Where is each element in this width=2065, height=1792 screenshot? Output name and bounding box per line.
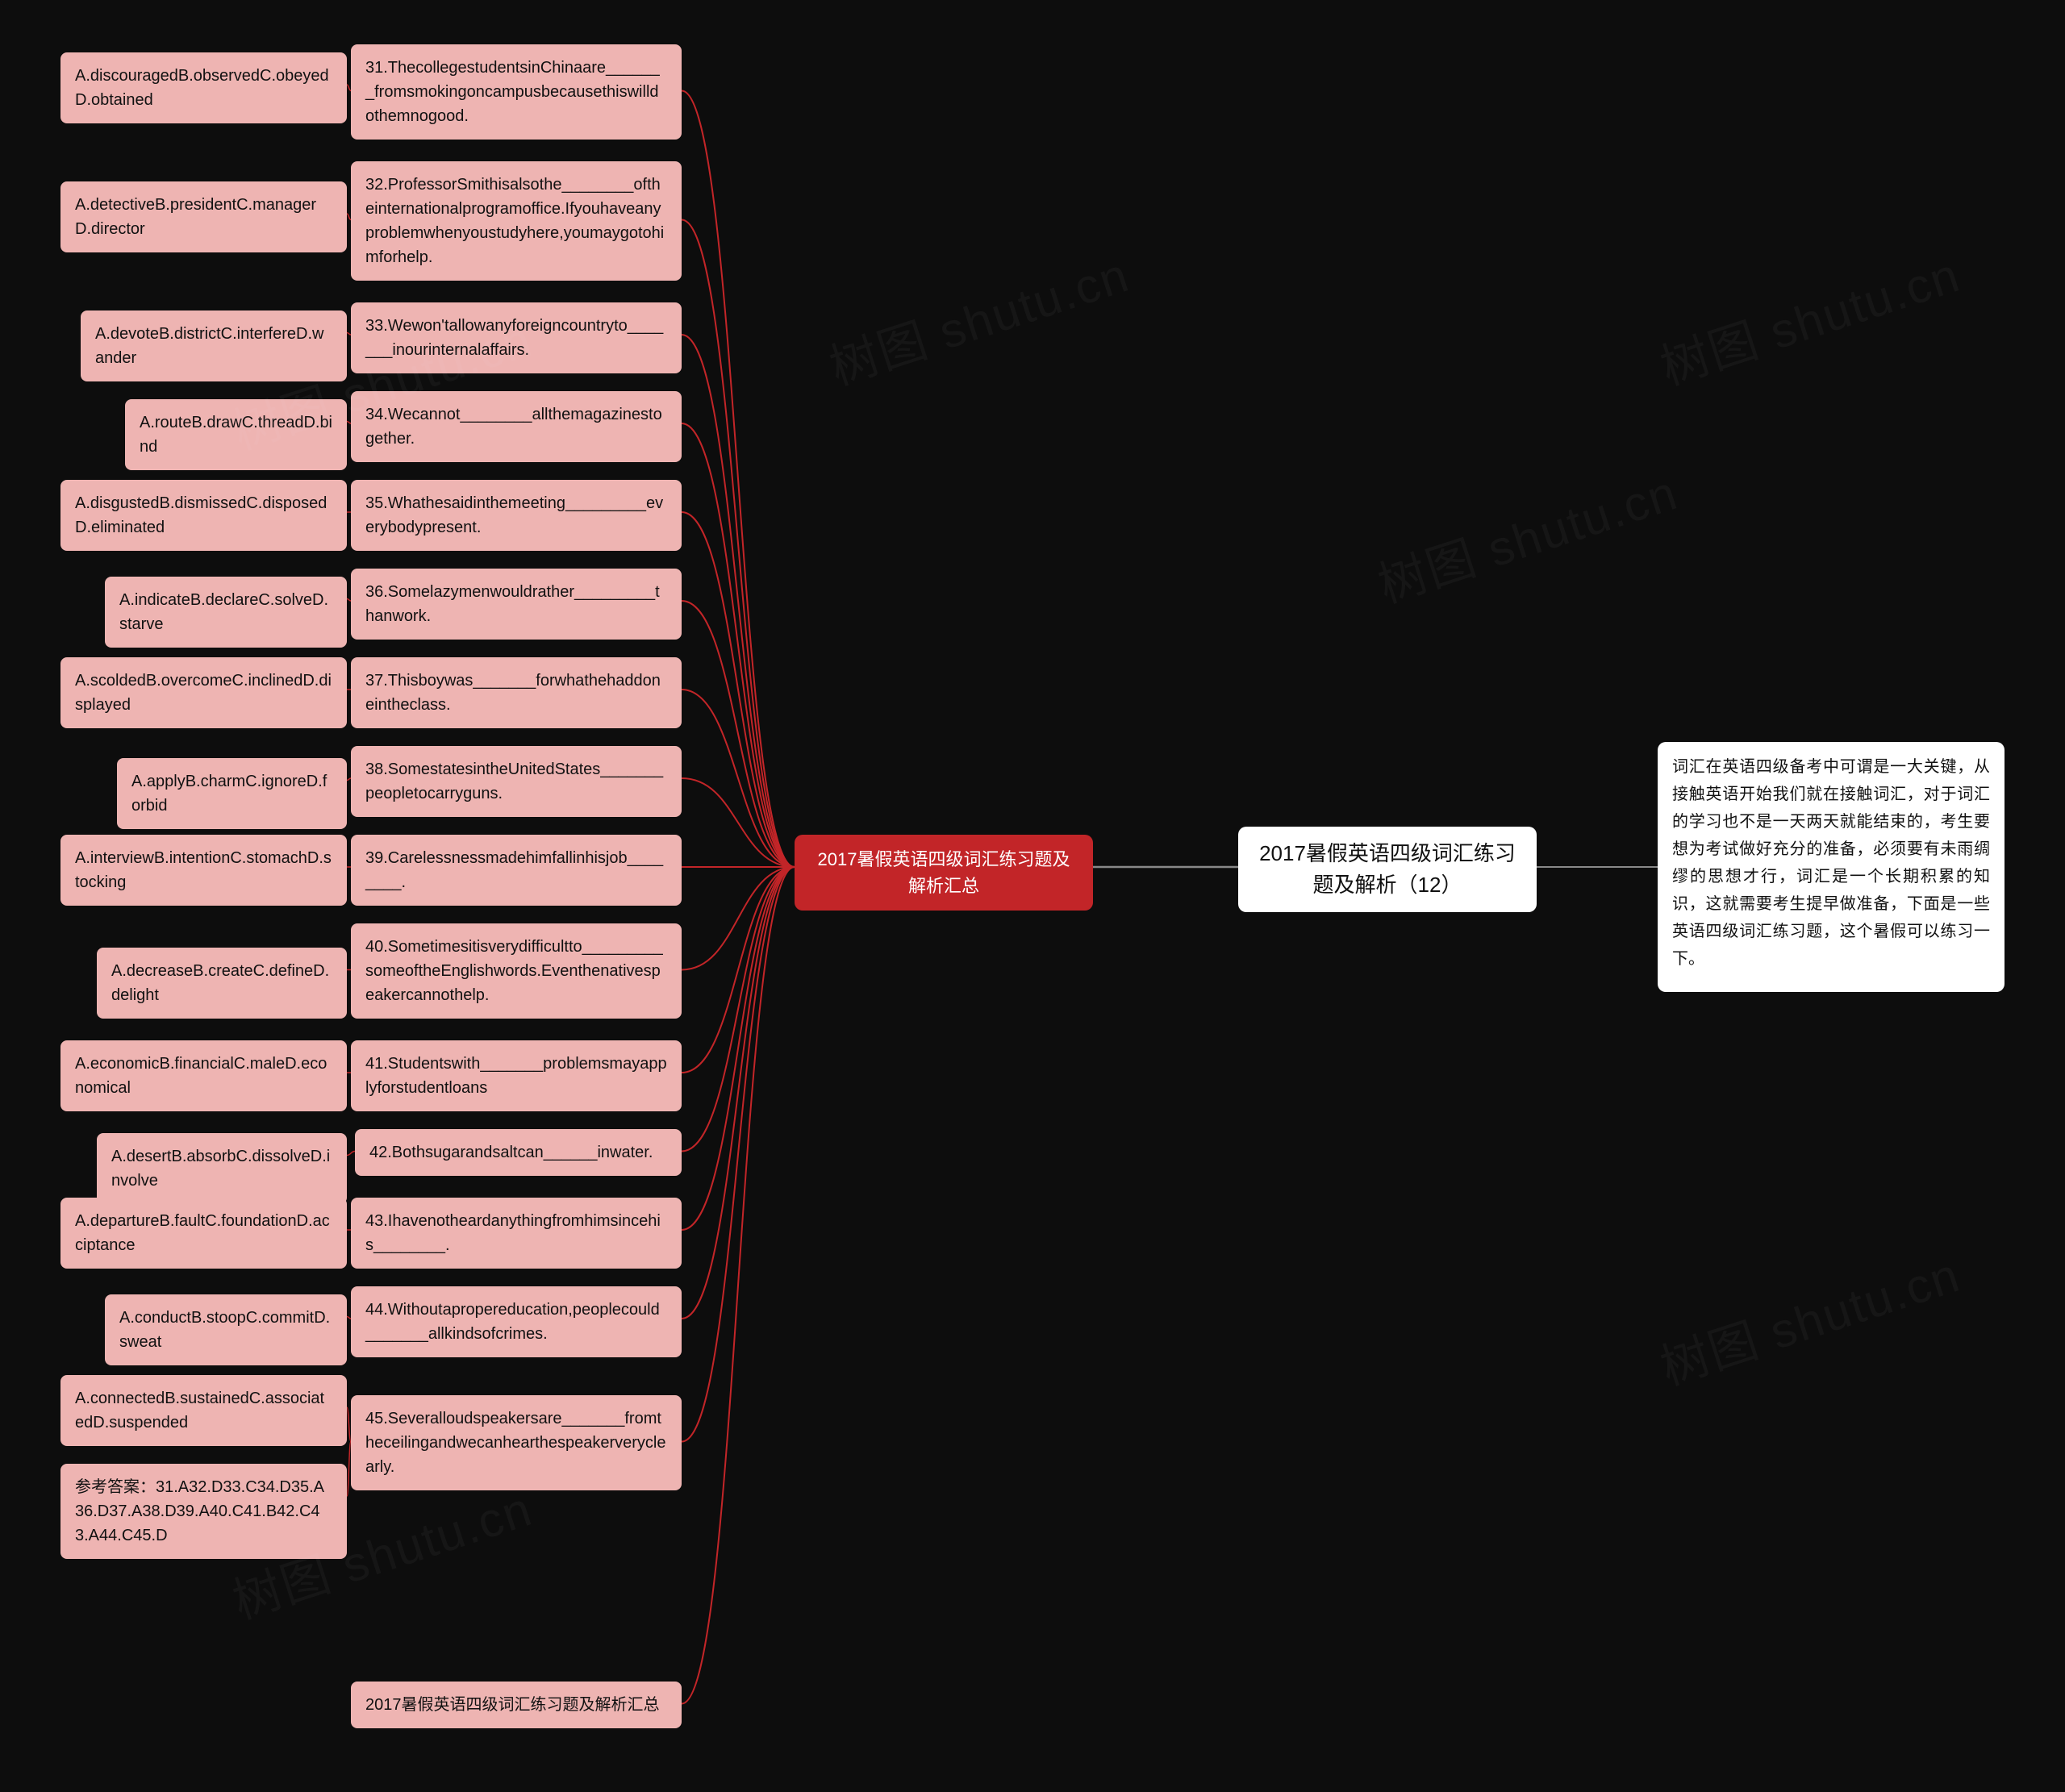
answer-39-text: A.interviewB.intentionC.stomachD.stockin…	[75, 849, 332, 891]
desc-node: 词汇在英语四级备考中可谓是一大关键，从接触英语开始我们就在接触词汇，对于词汇的学…	[1658, 742, 2005, 992]
question-44-text: 44.Withoutapropereducation,peoplecould__…	[365, 1301, 660, 1343]
answer-38: A.applyB.charmC.ignoreD.forbid	[117, 758, 347, 829]
question-34-text: 34.Wecannot________allthemagazinestogeth…	[365, 406, 662, 448]
answer-34: A.routeB.drawC.threadD.bind	[125, 399, 347, 470]
answer-36: A.indicateB.declareC.solveD.starve	[105, 577, 347, 648]
answer-43-text: A.departureB.faultC.foundationD.acciptan…	[75, 1212, 330, 1254]
title-node: 2017暑假英语四级词汇练习题及解析（12）	[1238, 827, 1537, 912]
root-node: 2017暑假英语四级词汇练习题及解析汇总	[795, 835, 1093, 911]
question-42: 42.Bothsugarandsaltcan______inwater.	[355, 1129, 682, 1176]
question-41-text: 41.Studentswith_______problemsmayapplyfo…	[365, 1055, 667, 1097]
question-39-text: 39.Carelessnessmadehimfallinhisjob______…	[365, 849, 663, 891]
answers-key: 参考答案：31.A32.D33.C34.D35.A36.D37.A38.D39.…	[60, 1464, 347, 1559]
question-38-text: 38.SomestatesintheUnitedStates_______peo…	[365, 761, 663, 802]
answer-33: A.devoteB.districtC.interfereD.wander	[81, 310, 347, 381]
answer-42-text: A.desertB.absorbC.dissolveD.involve	[111, 1148, 330, 1190]
question-40: 40.Sometimesitisverydifficultto_________…	[351, 923, 682, 1019]
answer-44-text: A.conductB.stoopC.commitD.sweat	[119, 1309, 330, 1351]
question-37-text: 37.Thisboywas_______forwhathehaddoneinth…	[365, 672, 661, 714]
question-39: 39.Carelessnessmadehimfallinhisjob______…	[351, 835, 682, 906]
answer-35-text: A.disgustedB.dismissedC.disposedD.elimin…	[75, 494, 327, 536]
answer-33-text: A.devoteB.districtC.interfereD.wander	[95, 325, 323, 367]
summary-leaf-text: 2017暑假英语四级词汇练习题及解析汇总	[365, 1696, 660, 1714]
question-33-text: 33.Wewon'tallowanyforeigncountryto______…	[365, 317, 663, 359]
question-44: 44.Withoutapropereducation,peoplecould__…	[351, 1286, 682, 1357]
answers-key-text: 参考答案：31.A32.D33.C34.D35.A36.D37.A38.D39.…	[75, 1478, 324, 1544]
answer-39: A.interviewB.intentionC.stomachD.stockin…	[60, 835, 347, 906]
answer-40: A.decreaseB.createC.defineD.delight	[97, 948, 347, 1019]
question-31: 31.ThecollegestudentsinChinaare_______fr…	[351, 44, 682, 140]
question-32: 32.ProfessorSmithisalsothe________ofthei…	[351, 161, 682, 281]
answer-37: A.scoldedB.overcomeC.inclinedD.displayed	[60, 657, 347, 728]
answer-31-text: A.discouragedB.observedC.obeyedD.obtaine…	[75, 67, 329, 109]
answer-41-text: A.economicB.financialC.maleD.economical	[75, 1055, 327, 1097]
answer-45-text: A.connectedB.sustainedC.associatedD.susp…	[75, 1390, 324, 1432]
answer-31: A.discouragedB.observedC.obeyedD.obtaine…	[60, 52, 347, 123]
answer-32-text: A.detectiveB.presidentC.managerD.directo…	[75, 196, 316, 238]
question-38: 38.SomestatesintheUnitedStates_______peo…	[351, 746, 682, 817]
question-32-text: 32.ProfessorSmithisalsothe________ofthei…	[365, 176, 664, 266]
answer-37-text: A.scoldedB.overcomeC.inclinedD.displayed	[75, 672, 332, 714]
question-43: 43.Ihavenotheardanythingfromhimsincehis_…	[351, 1198, 682, 1269]
answer-40-text: A.decreaseB.createC.defineD.delight	[111, 962, 329, 1004]
answer-35: A.disgustedB.dismissedC.disposedD.elimin…	[60, 480, 347, 551]
question-34: 34.Wecannot________allthemagazinestogeth…	[351, 391, 682, 462]
question-41: 41.Studentswith_______problemsmayapplyfo…	[351, 1040, 682, 1111]
answer-36-text: A.indicateB.declareC.solveD.starve	[119, 591, 328, 633]
question-42-text: 42.Bothsugarandsaltcan______inwater.	[369, 1144, 653, 1161]
question-36-text: 36.Somelazymenwouldrather_________thanwo…	[365, 583, 660, 625]
question-35: 35.Whathesaidinthemeeting_________everyb…	[351, 480, 682, 551]
answer-34-text: A.routeB.drawC.threadD.bind	[140, 414, 332, 456]
watermark: 树图 shutu.cn	[1368, 454, 1686, 617]
answer-32: A.detectiveB.presidentC.managerD.directo…	[60, 181, 347, 252]
question-45: 45.Severalloudspeakersare_______fromthec…	[351, 1395, 682, 1490]
question-35-text: 35.Whathesaidinthemeeting_________everyb…	[365, 494, 663, 536]
watermark: 树图 shutu.cn	[1650, 1236, 1968, 1399]
answer-38-text: A.applyB.charmC.ignoreD.forbid	[131, 773, 327, 815]
answer-41: A.economicB.financialC.maleD.economical	[60, 1040, 347, 1111]
answer-43: A.departureB.faultC.foundationD.acciptan…	[60, 1198, 347, 1269]
question-36: 36.Somelazymenwouldrather_________thanwo…	[351, 569, 682, 640]
question-33: 33.Wewon'tallowanyforeigncountryto______…	[351, 302, 682, 373]
answer-42: A.desertB.absorbC.dissolveD.involve	[97, 1133, 347, 1204]
question-43-text: 43.Ihavenotheardanythingfromhimsincehis_…	[365, 1212, 661, 1254]
watermark: 树图 shutu.cn	[1650, 236, 1968, 399]
question-37: 37.Thisboywas_______forwhathehaddoneinth…	[351, 657, 682, 728]
summary-leaf: 2017暑假英语四级词汇练习题及解析汇总	[351, 1682, 682, 1728]
answer-45: A.connectedB.sustainedC.associatedD.susp…	[60, 1375, 347, 1446]
root-node-text: 2017暑假英语四级词汇练习题及解析汇总	[818, 849, 1070, 896]
answer-44: A.conductB.stoopC.commitD.sweat	[105, 1294, 347, 1365]
question-40-text: 40.Sometimesitisverydifficultto_________…	[365, 938, 663, 1004]
watermark: 树图 shutu.cn	[820, 236, 1137, 399]
desc-node-text: 词汇在英语四级备考中可谓是一大关键，从接触英语开始我们就在接触词汇，对于词汇的学…	[1672, 758, 1990, 968]
title-node-text: 2017暑假英语四级词汇练习题及解析（12）	[1259, 841, 1516, 897]
question-45-text: 45.Severalloudspeakersare_______fromthec…	[365, 1410, 665, 1476]
question-31-text: 31.ThecollegestudentsinChinaare_______fr…	[365, 59, 660, 125]
